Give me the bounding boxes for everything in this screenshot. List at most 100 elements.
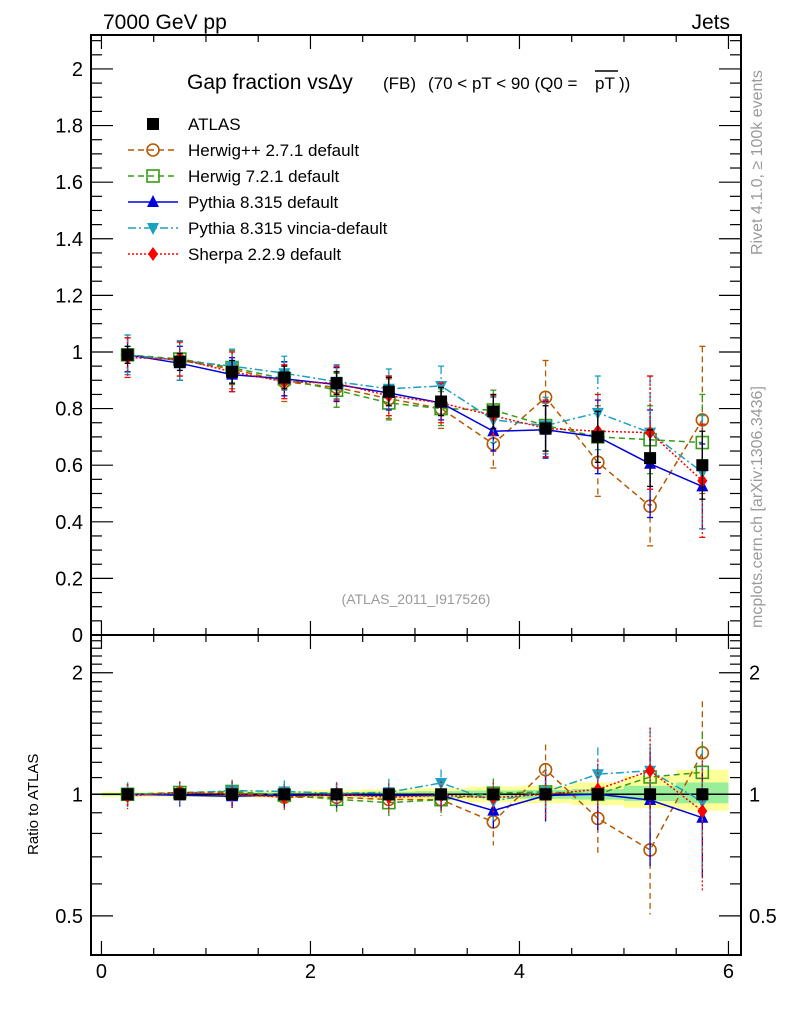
data-point (278, 371, 291, 384)
ratio-point (435, 788, 448, 801)
series-pythia-8-315-default (121, 337, 709, 530)
top-left-label: 7000 GeV pp (103, 11, 227, 34)
legend-label: Herwig 7.2.1 default (188, 167, 339, 186)
ratio-line (127, 769, 703, 812)
legend-marker (146, 169, 160, 183)
legend-item: Pythia 8.315 default (128, 193, 339, 212)
legend-label: Pythia 8.315 vincia-default (188, 219, 388, 238)
data-point (226, 365, 239, 378)
analysis-watermark: (ATLAS_2011_I917526) (342, 591, 491, 607)
ratio-series-pythia-8-315-default (121, 752, 709, 877)
legend-label: Herwig++ 2.7.1 default (188, 141, 359, 160)
ratio-tick-label-right: 1 (749, 784, 760, 806)
title-range: (70 < pT < 90 (Q0 = (428, 74, 578, 93)
legend-marker (146, 143, 160, 157)
side-label-mcplots: mcplots.cern.ch [arXiv:1306.3436] (749, 386, 766, 628)
legend-item: Pythia 8.315 vincia-default (128, 219, 388, 238)
series-line (127, 354, 703, 473)
y-tick-label: 2 (72, 59, 83, 81)
ratio-point (435, 777, 448, 790)
ratio-point (645, 763, 656, 778)
legend-item: ATLAS (147, 115, 241, 134)
main-series (120, 334, 710, 547)
data-point (330, 377, 343, 390)
plot-title: Gap fraction vsΔy (FB) (70 < pT < 90 (Q0… (187, 70, 630, 94)
ratio-tick-label: 0.5 (55, 906, 83, 928)
series-line (127, 354, 703, 508)
legend-label: Sherpa 2.2.9 default (188, 245, 341, 264)
legend: ATLAS Herwig++ 2.7.1 default Herwig 7.2.1 … (128, 115, 388, 264)
ratio-point (226, 788, 239, 801)
data-point (121, 348, 134, 361)
data-point (382, 385, 395, 398)
ratio-point (121, 788, 134, 801)
ratio-point (591, 769, 604, 782)
data-point (173, 355, 186, 368)
data-point (539, 422, 552, 435)
ratio-tick-label: 2 (72, 663, 83, 685)
x-tick-label: 6 (723, 961, 734, 983)
ratio-line (127, 793, 703, 819)
ratio-point (696, 788, 709, 801)
top-right-label: Jets (691, 11, 730, 34)
ratio-series-atlas (121, 788, 709, 801)
ratio-point (591, 788, 604, 801)
y-tick-label: 0.8 (55, 399, 83, 421)
axes: 0 0.2 0.4 0.6 0.8 1 1.2 1.4 1.6 1.8 2 0.5 0.5 1 1 2 2 0 2 4… (55, 34, 777, 983)
data-point (435, 395, 448, 408)
ratio-series (120, 701, 710, 915)
series-line (127, 354, 703, 444)
ratio-point (539, 788, 552, 801)
ratio-point (173, 788, 186, 801)
ratio-tick-label: 1 (72, 784, 83, 806)
ratio-line (127, 771, 703, 804)
ratio-line (127, 752, 703, 852)
ratio-point (487, 788, 500, 801)
ratio-tick-label-right: 0.5 (749, 906, 777, 928)
series-herwig-7-2-1-default (120, 337, 710, 492)
data-point (591, 430, 604, 443)
legend-item: Herwig++ 2.7.1 default (128, 141, 359, 160)
ratio-series-herwig-2-7-1-default (120, 701, 710, 915)
series-line (127, 356, 703, 482)
ratio-point (487, 803, 500, 816)
ratio-point (278, 788, 291, 801)
ratio-tick-label-right: 2 (749, 663, 760, 685)
ratio-ylabel: Ratio to ATLAS (25, 754, 42, 855)
title-suffix: (FB) (383, 74, 416, 93)
legend-marker (147, 118, 159, 130)
y-tick-label: 1.6 (55, 172, 83, 194)
legend-marker (148, 247, 158, 261)
ratio-point (382, 788, 395, 801)
y-tick-label: 1.2 (55, 285, 83, 307)
series-line (127, 354, 703, 488)
legend-label: Pythia 8.315 default (188, 193, 339, 212)
title-overline: pT (595, 74, 615, 93)
data-point (487, 405, 500, 418)
series-herwig-2-7-1-default (120, 334, 710, 547)
legend-marker (147, 195, 159, 207)
ratio-series-sherpa-2-2-9-default (122, 727, 708, 892)
y-tick-label: 0 (72, 625, 83, 647)
y-tick-label: 0.4 (55, 512, 83, 534)
y-tick-label: 0.6 (55, 455, 83, 477)
y-tick-label: 1.4 (55, 229, 83, 251)
ratio-line (127, 769, 703, 803)
series-atlas (121, 345, 709, 500)
title-main: Gap fraction vsΔy (187, 71, 353, 94)
x-tick-label: 0 (96, 961, 107, 983)
legend-marker (147, 223, 159, 235)
x-tick-label: 2 (305, 961, 316, 983)
legend-item: Sherpa 2.2.9 default (128, 245, 341, 264)
ratio-point (644, 788, 657, 801)
ratio-point (697, 804, 708, 819)
legend-label: ATLAS (188, 115, 241, 134)
y-tick-label: 0.2 (55, 568, 83, 590)
side-label-rivet: Rivet 4.1.0, ≥ 100k events (749, 70, 766, 255)
data-point (644, 452, 657, 465)
data-point (696, 459, 709, 472)
legend-item: Herwig 7.2.1 default (128, 167, 339, 186)
ratio-point (330, 788, 343, 801)
title-end: )) (619, 74, 630, 93)
